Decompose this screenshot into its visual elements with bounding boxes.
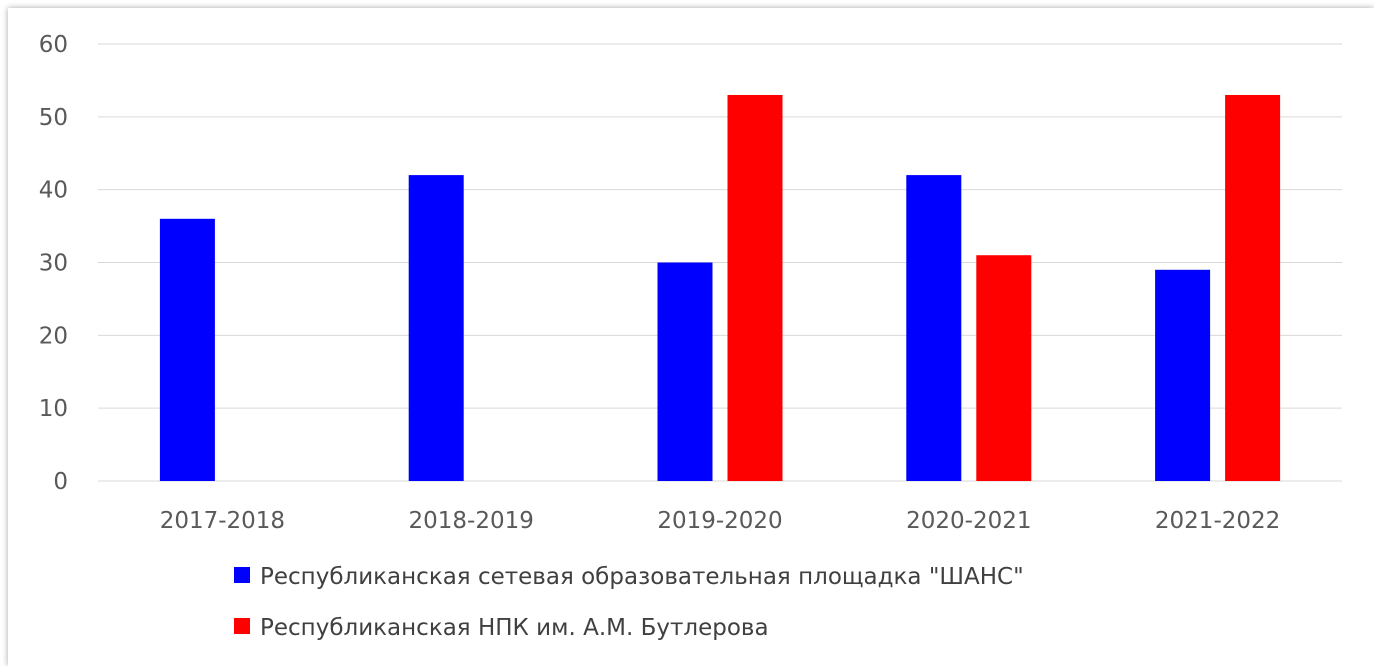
x-tick-label: 2018-2019	[409, 508, 534, 534]
bar-2018-2019-series-1	[408, 175, 464, 481]
bar-2017-2018-series-1	[159, 218, 215, 482]
bars	[159, 94, 1281, 482]
x-tick-label: 2017-2018	[160, 508, 285, 534]
legend-label-2: Республиканская НПК им. А.М. Бутлерова	[260, 615, 769, 641]
legend: Республиканская сетевая образовательная …	[234, 564, 1024, 641]
y-tick-label: 20	[39, 323, 68, 349]
x-tick-label: 2021-2022	[1155, 508, 1280, 534]
bar-2019-2020-series-1	[657, 262, 713, 481]
y-tick-label: 30	[39, 251, 68, 277]
y-tick-label: 60	[39, 32, 68, 58]
legend-swatch-2	[234, 618, 250, 634]
legend-swatch-1	[234, 567, 250, 583]
y-tick-label: 40	[39, 178, 68, 204]
y-axis-tick-labels: 0 10 20 30 40 50 60	[39, 32, 68, 495]
bar-2019-2020-series-2	[727, 94, 783, 481]
bar-2021-2022-series-1	[1155, 269, 1211, 481]
y-tick-label: 10	[39, 396, 68, 422]
y-tick-label: 50	[39, 105, 68, 131]
legend-label-1: Республиканская сетевая образовательная …	[260, 564, 1024, 590]
bar-2020-2021-series-1	[906, 175, 962, 481]
x-tick-label: 2020-2021	[906, 508, 1031, 534]
x-axis-tick-labels: 2017-2018 2018-2019 2019-2020 2020-2021 2021…	[160, 508, 1281, 534]
bar-2021-2022-series-2	[1225, 94, 1281, 481]
bar-2020-2021-series-2	[976, 255, 1032, 481]
gridlines	[98, 43, 1342, 482]
y-tick-label: 0	[53, 469, 68, 495]
x-tick-label: 2019-2020	[657, 508, 782, 534]
